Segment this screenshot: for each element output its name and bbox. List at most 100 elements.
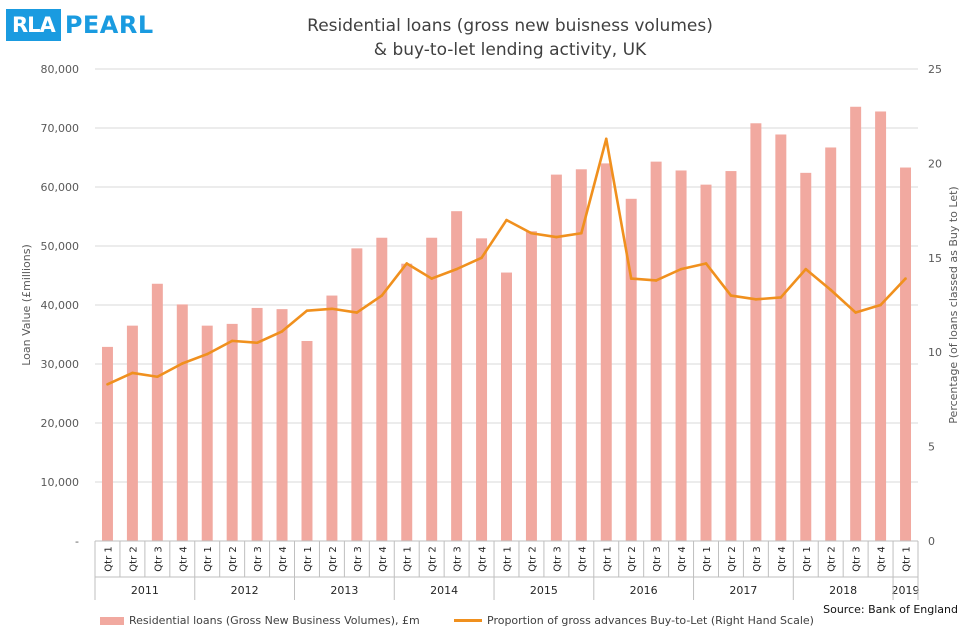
y-left-tick-label: 80,000 [41, 63, 80, 76]
y-left-tick-label: 60,000 [41, 181, 80, 194]
bar [376, 237, 388, 542]
y-left-tick-label: 10,000 [41, 476, 80, 489]
bar [401, 263, 413, 541]
y-right-axis-label: Percentage (of loans classed as Buy to L… [947, 186, 960, 423]
x-tick-label: Qtr 4 [577, 546, 588, 571]
btl-point [230, 339, 234, 343]
btl-point [779, 296, 783, 299]
btl-point [904, 277, 907, 280]
x-tick-label: Qtr 4 [278, 546, 289, 571]
btl-point [380, 294, 384, 297]
legend-item-bars: Residential loans (Gross New Business Vo… [100, 614, 420, 627]
btl-point [804, 267, 808, 271]
bar [725, 171, 737, 541]
btl-point [729, 294, 733, 297]
bar [476, 238, 488, 541]
btl-point [305, 309, 309, 312]
bar [251, 307, 263, 541]
x-tick-label: Qtr 4 [378, 546, 389, 571]
bar [525, 231, 537, 541]
x-tick-label: Qtr 2 [527, 546, 538, 571]
bar [276, 309, 288, 541]
bar [226, 323, 238, 541]
bar [101, 346, 113, 541]
year-label: 2014 [430, 584, 458, 597]
x-tick-label: Qtr 4 [877, 546, 888, 571]
btl-point [629, 277, 633, 280]
x-tick-label: Qtr 3 [852, 546, 863, 571]
x-tick-label: Qtr 2 [328, 546, 339, 571]
legend-swatch-line [454, 619, 482, 622]
bar [875, 111, 887, 541]
bar [301, 340, 313, 541]
x-tick-label: Qtr 2 [827, 546, 838, 571]
btl-point [654, 279, 658, 282]
chart-title: Residential loans (gross new buisness vo… [250, 14, 770, 62]
btl-point [405, 262, 409, 265]
x-tick-label: Qtr 1 [303, 546, 314, 571]
bar [800, 172, 812, 541]
x-tick-label: Qtr 3 [253, 546, 264, 571]
y-left-tick-label: 40,000 [41, 299, 80, 312]
x-tick-label: Qtr 2 [627, 546, 638, 571]
x-tick-label: Qtr 1 [602, 546, 613, 571]
bar [151, 283, 163, 541]
bar [775, 134, 787, 542]
bar [326, 295, 338, 541]
bar [451, 211, 463, 541]
x-tick-label: Qtr 1 [503, 546, 514, 571]
btl-point [580, 231, 583, 235]
btl-point [854, 311, 857, 314]
year-label: 2012 [231, 584, 259, 597]
x-tick-label: Qtr 1 [203, 546, 214, 571]
y-right-tick-label: 0 [928, 535, 935, 548]
source-note: Source: Bank of England [823, 603, 958, 616]
x-tick-label: Qtr 4 [478, 546, 489, 571]
bar [750, 123, 762, 541]
y-left-tick-label: 30,000 [41, 358, 80, 371]
x-tick-label: Qtr 3 [453, 546, 464, 571]
legend-label-bars: Residential loans (Gross New Business Vo… [129, 614, 420, 627]
legend-item-line: Proportion of gross advances Buy-to-Let … [454, 614, 814, 627]
bar [625, 198, 637, 542]
rla-pearl-logo: RLA PEARL [6, 8, 154, 42]
x-tick-label: Qtr 4 [178, 546, 189, 571]
bar [900, 167, 912, 541]
btl-point [879, 303, 882, 307]
year-label: 2011 [131, 584, 159, 597]
bar [850, 106, 862, 541]
bar [650, 161, 662, 541]
btl-point [480, 256, 483, 260]
x-tick-label: Qtr 2 [228, 546, 239, 571]
btl-point [131, 371, 134, 375]
x-tick-label: Qtr 4 [777, 546, 788, 571]
x-tick-label: Qtr 3 [353, 546, 364, 571]
y-left-axis-label: Loan Value (£millions) [20, 244, 33, 366]
y-right-tick-label: 5 [928, 441, 935, 454]
bar [201, 325, 213, 541]
year-label: 2019 [892, 584, 920, 597]
x-tick-label: Qtr 3 [153, 546, 164, 571]
x-tick-label: Qtr 1 [403, 546, 414, 571]
y-left-tick-label: 70,000 [41, 122, 80, 135]
year-label: 2015 [530, 584, 558, 597]
y-left-tick-label: - [75, 535, 79, 548]
logo-mark: RLA [6, 9, 61, 41]
year-label: 2018 [829, 584, 857, 597]
btl-point [530, 231, 533, 235]
btl-point [604, 137, 608, 141]
x-tick-label: Qtr 3 [652, 546, 663, 571]
x-tick-label: Qtr 2 [727, 546, 738, 571]
btl-point [280, 330, 284, 333]
x-tick-label: Qtr 4 [677, 546, 688, 571]
bar [600, 163, 612, 541]
btl-point [679, 267, 683, 271]
btl-point [355, 311, 359, 314]
bar [550, 174, 562, 542]
btl-point [754, 298, 758, 301]
y-right-tick-label: 10 [928, 346, 942, 359]
btl-point [829, 288, 833, 292]
x-tick-label: Qtr 2 [428, 546, 439, 571]
bar [675, 170, 687, 542]
x-tick-label: Qtr 1 [802, 546, 813, 571]
